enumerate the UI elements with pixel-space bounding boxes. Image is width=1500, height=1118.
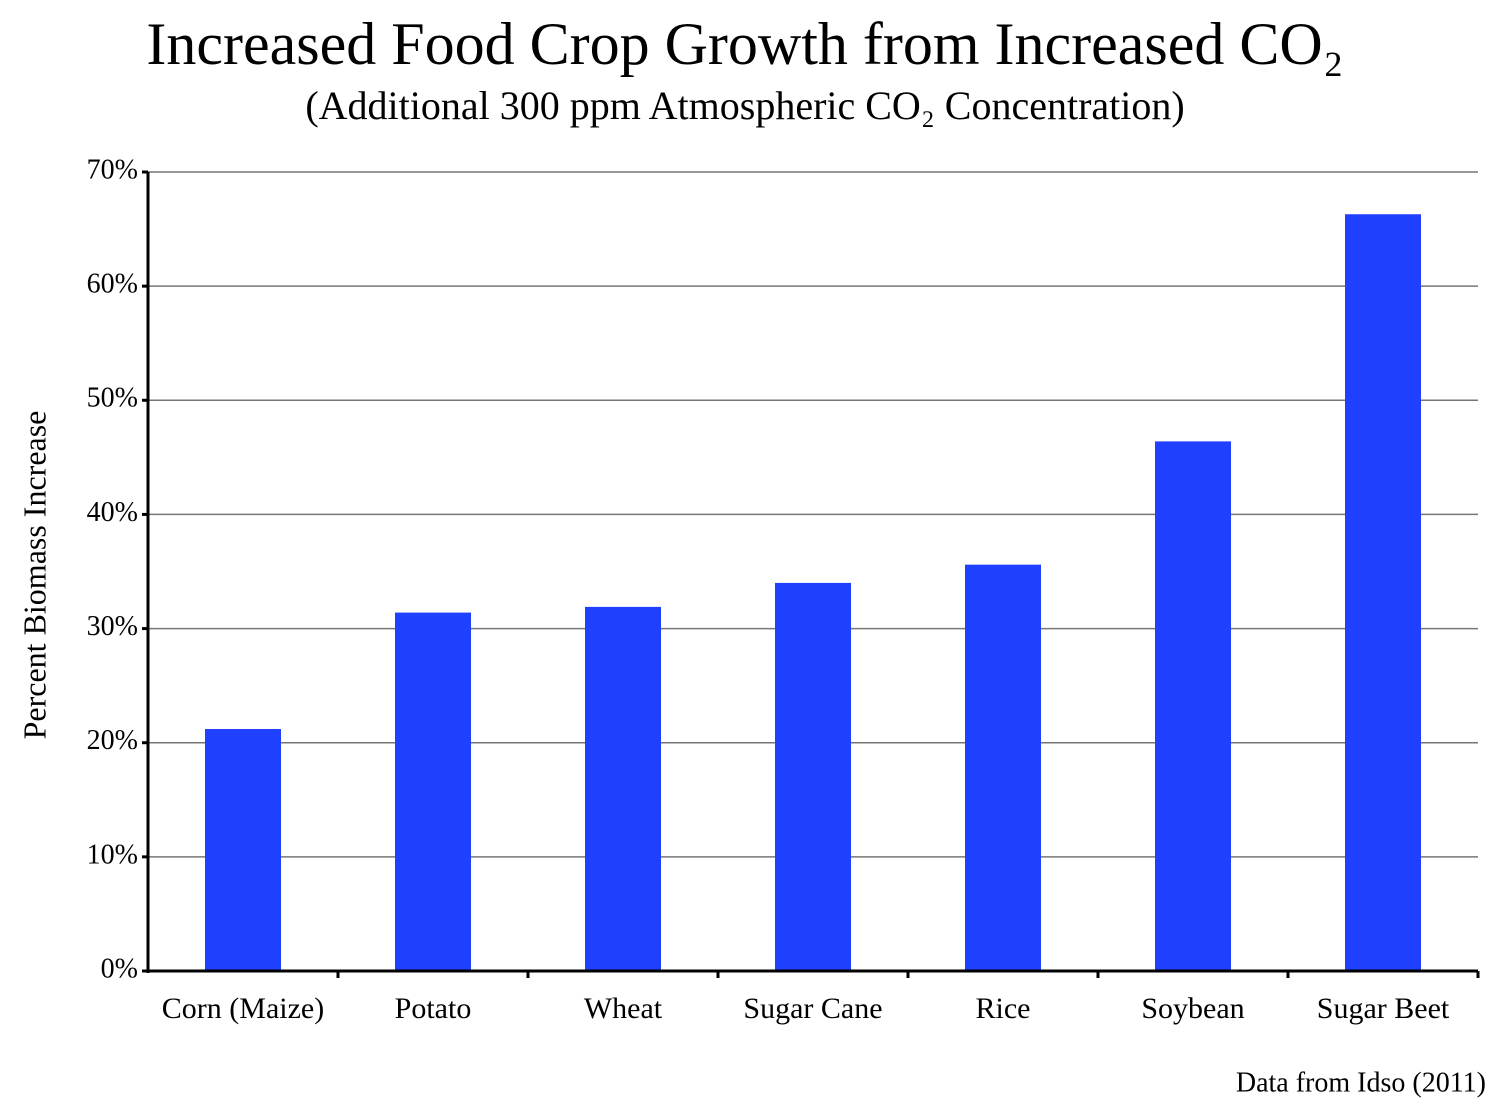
y-tick-label: 30% <box>87 611 138 642</box>
chart-title: Increased Food Crop Growth from Increase… <box>146 11 1343 77</box>
bar <box>585 606 661 971</box>
bar <box>965 564 1041 971</box>
bar <box>205 729 281 971</box>
x-tick-label: Soybean <box>1141 992 1244 1025</box>
source-note: Data from Idso (2011) <box>1236 1067 1486 1098</box>
x-tick-label: Potato <box>395 992 472 1025</box>
y-tick-label: 70% <box>87 154 138 185</box>
bar <box>775 582 851 971</box>
x-tick-label: Sugar Cane <box>743 992 882 1025</box>
y-tick-label: 0% <box>101 953 138 984</box>
x-tick-label: Corn (Maize) <box>162 992 324 1025</box>
x-tick-label: Wheat <box>584 992 663 1025</box>
bar <box>1155 441 1231 971</box>
bar <box>1345 214 1421 972</box>
y-tick-label: 60% <box>87 269 138 300</box>
y-axis-label: Percent Biomass Increase <box>16 411 52 740</box>
y-tick-label: 50% <box>87 383 138 414</box>
x-tick-label: Sugar Beet <box>1317 992 1450 1025</box>
y-tick-label: 10% <box>87 839 138 870</box>
y-tick-label: 20% <box>87 725 138 756</box>
y-tick-label: 40% <box>87 497 138 528</box>
x-tick-label: Rice <box>976 992 1031 1025</box>
chart-subtitle: (Additional 300 ppm Atmospheric CO₂ Conc… <box>305 83 1184 128</box>
bar <box>395 612 471 971</box>
